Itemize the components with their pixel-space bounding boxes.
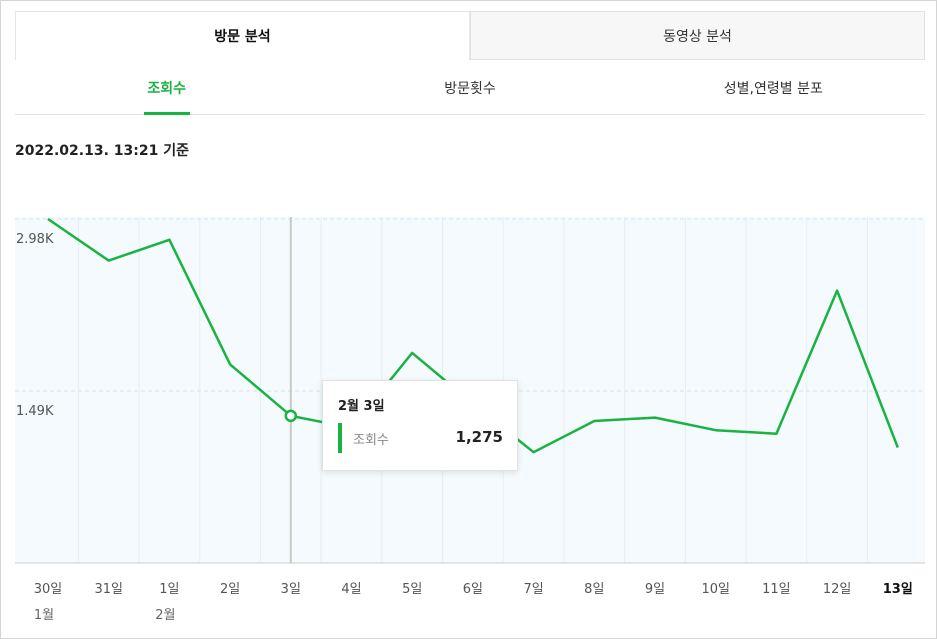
x-tick-label: 4일 [341,582,361,597]
x-tick-label: 13일 [883,582,913,597]
x-tick-label: 30일 [34,582,63,597]
tab-visit-analysis[interactable]: 방문 분석 [15,11,470,60]
x-tick-label: 10일 [701,582,730,597]
tooltip-date: 2월 3일 [338,399,385,414]
x-tick-label: 9일 [645,582,665,597]
x-tick-label: 6일 [463,582,483,597]
chart-tooltip: 2월 3일 조회수 1,275 [322,380,518,471]
x-tick-label: 8일 [584,582,604,597]
y-tick-label: 1.49K [16,404,54,419]
tooltip-value: 1,275 [455,428,503,446]
timestamp: 2022.02.13. 13:21 기준 [15,143,189,159]
x-tick-label: 12일 [823,582,852,597]
x-month-label: 2월 [155,608,175,623]
x-tick-label: 31일 [94,582,123,597]
x-tick-label: 2일 [220,582,240,597]
tooltip-series-marker [338,423,342,453]
x-tick-label: 3일 [281,582,301,597]
x-tick-label: 7일 [523,582,543,597]
y-tick-label: 2.98K [16,232,54,247]
x-tick-label: 5일 [402,582,422,597]
main-tabs: 방문 분석 동영상 분석 [15,11,925,60]
tab-gender-age[interactable]: 성별,연령별 분포 [723,81,823,97]
tab-visit-count[interactable]: 방문횟수 [444,81,496,97]
x-month-label: 1월 [34,608,54,623]
highlighted-data-point [284,409,298,423]
sub-tabs: 조회수 방문횟수 성별,연령별 분포 [15,62,925,115]
x-tick-label: 11일 [762,582,791,597]
tab-views[interactable]: 조회수 [15,62,318,114]
tab-video-analysis[interactable]: 동영상 분석 [470,11,925,60]
x-tick-label: 1일 [159,582,179,597]
tooltip-metric-label: 조회수 [353,433,389,448]
